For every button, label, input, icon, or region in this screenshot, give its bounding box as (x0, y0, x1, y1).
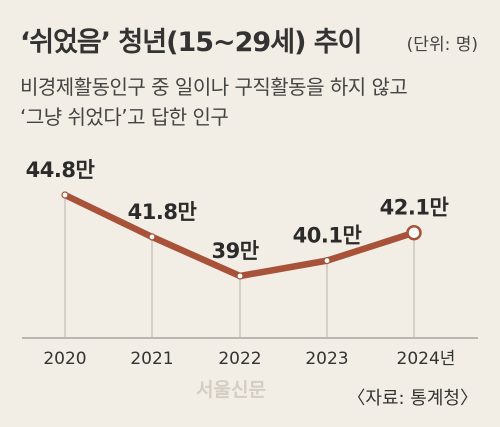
chart-subtitle: 비경제활동인구 중 일이나 구직활동을 하지 않고 ‘그냥 쉬었다’고 답한 인… (20, 72, 490, 132)
value-label-2020: 44.8만 (26, 158, 95, 182)
data-point-2020 (61, 191, 69, 199)
value-label-2024년: 42.1만 (380, 196, 449, 220)
chart-title: ‘쉬었음’ 청년(15~29세) 추이 (20, 27, 362, 58)
subtitle-line-2: ‘그냥 쉬었다’고 답한 인구 (20, 105, 229, 129)
x-tick-label-1: 2021 (130, 349, 173, 369)
x-tick-label-3: 2023 (305, 349, 348, 369)
source-label: 〈자료: 통계청〉 (347, 388, 478, 409)
value-label-2022: 39만 (211, 239, 258, 263)
data-point-2022 (236, 272, 244, 280)
subtitle-line-1: 비경제활동인구 중 일이나 구직활동을 하지 않고 (20, 75, 408, 99)
data-point-2024년 (406, 224, 422, 241)
unit-label: (단위: 명) (406, 35, 478, 55)
x-tick-label-4: 2024년 (397, 349, 456, 369)
data-point-2021 (148, 233, 156, 241)
x-tick-label-0: 2020 (43, 349, 86, 369)
value-label-2023: 40.1만 (293, 224, 362, 248)
value-label-2021: 41.8만 (128, 200, 197, 224)
series-line (61, 191, 418, 280)
x-tick-label-2: 2022 (218, 349, 261, 369)
watermark-logo: 서울신문 (196, 379, 266, 401)
data-point-2023 (323, 257, 331, 265)
